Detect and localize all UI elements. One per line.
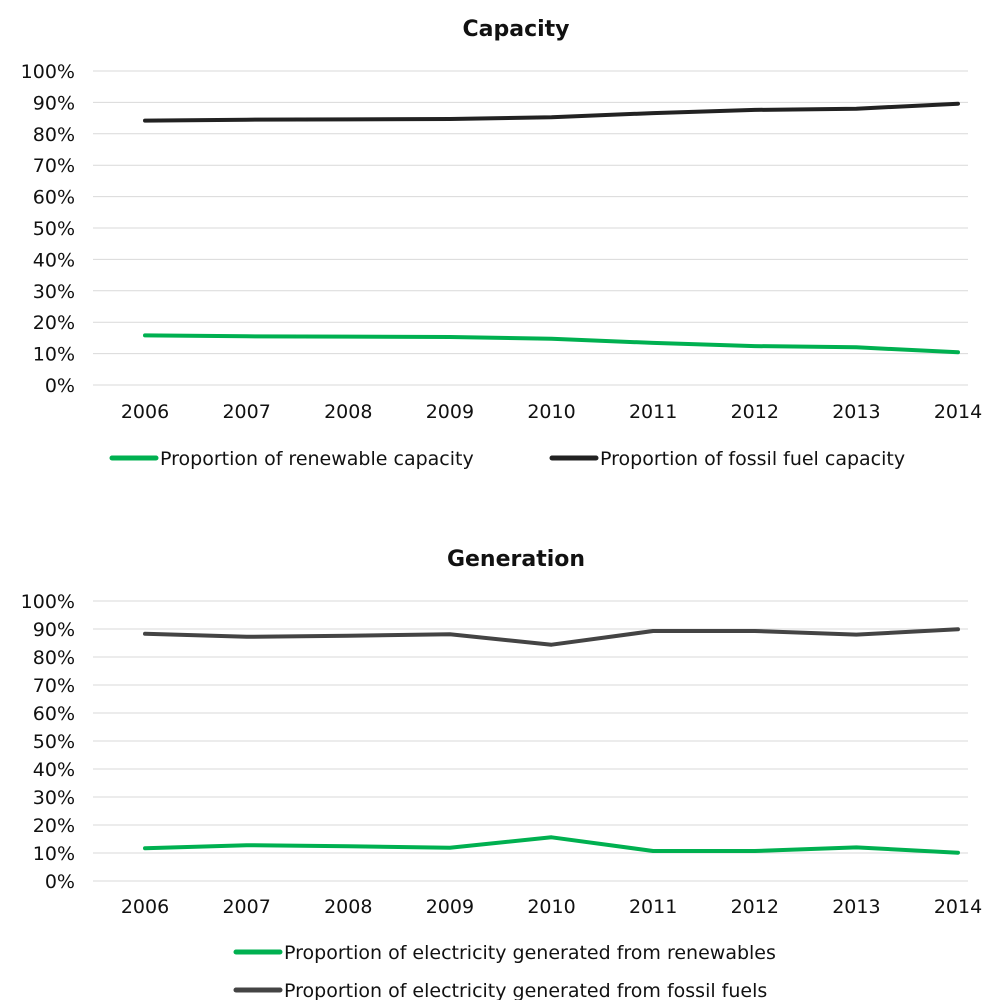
y-tick-label: 0% — [45, 871, 75, 893]
y-tick-label: 60% — [33, 187, 75, 209]
chart-0: Capacity 0% 10% 20% 30% 40% 50% 60% 70% 80% 90% 100… — [21, 17, 983, 470]
y-tick-label: 20% — [33, 815, 75, 837]
x-tick-label: 2011 — [629, 401, 677, 423]
chart-title: Generation — [447, 547, 585, 572]
x-tick-label: 2014 — [934, 401, 982, 423]
y-tick-label: 70% — [33, 155, 75, 177]
y-tick-label: 20% — [33, 312, 75, 334]
y-tick-label: 90% — [33, 92, 75, 114]
x-tick-label: 2009 — [426, 896, 474, 918]
x-tick-label: 2010 — [527, 401, 575, 423]
x-tick-label: 2013 — [832, 896, 880, 918]
y-tick-label: 40% — [33, 249, 75, 271]
chart-1: Generation 0% 10% 20% 30% 40% 50% 60% 70% 80% 90% 1… — [21, 547, 983, 1000]
x-tick-label: 2012 — [731, 896, 779, 918]
y-tick-label: 90% — [33, 619, 75, 641]
x-tick-label: 2006 — [121, 401, 169, 423]
y-tick-label: 10% — [33, 344, 75, 366]
y-tick-label: 50% — [33, 218, 75, 240]
y-tick-label: 70% — [33, 675, 75, 697]
legend-label: Proportion of fossil fuel capacity — [600, 448, 905, 470]
chart-title: Capacity — [462, 17, 569, 42]
x-tick-label: 2010 — [527, 896, 575, 918]
x-tick-label: 2007 — [222, 401, 270, 423]
y-tick-label: 30% — [33, 787, 75, 809]
x-tick-label: 2008 — [324, 896, 372, 918]
x-tick-label: 2007 — [222, 896, 270, 918]
x-tick-label: 2012 — [731, 401, 779, 423]
x-tick-label: 2006 — [121, 896, 169, 918]
legend-label: Proportion of electricity generated from… — [284, 942, 776, 964]
y-tick-label: 30% — [33, 281, 75, 303]
y-tick-label: 80% — [33, 124, 75, 146]
x-tick-label: 2009 — [426, 401, 474, 423]
legend-label: Proportion of electricity generated from… — [284, 980, 767, 1000]
y-tick-label: 50% — [33, 731, 75, 753]
y-tick-label: 60% — [33, 703, 75, 725]
series-line-0 — [143, 835, 960, 855]
legend-label: Proportion of renewable capacity — [160, 448, 474, 470]
y-tick-label: 0% — [45, 375, 75, 397]
y-tick-label: 100% — [21, 61, 75, 83]
series-line-0 — [143, 333, 960, 355]
series-line-1 — [143, 627, 960, 647]
y-tick-label: 10% — [33, 843, 75, 865]
y-tick-label: 40% — [33, 759, 75, 781]
series-line-1 — [143, 101, 960, 123]
x-tick-label: 2013 — [832, 401, 880, 423]
x-tick-label: 2008 — [324, 401, 372, 423]
y-tick-label: 80% — [33, 647, 75, 669]
x-tick-label: 2014 — [934, 896, 982, 918]
y-tick-label: 100% — [21, 591, 75, 613]
x-tick-label: 2011 — [629, 896, 677, 918]
